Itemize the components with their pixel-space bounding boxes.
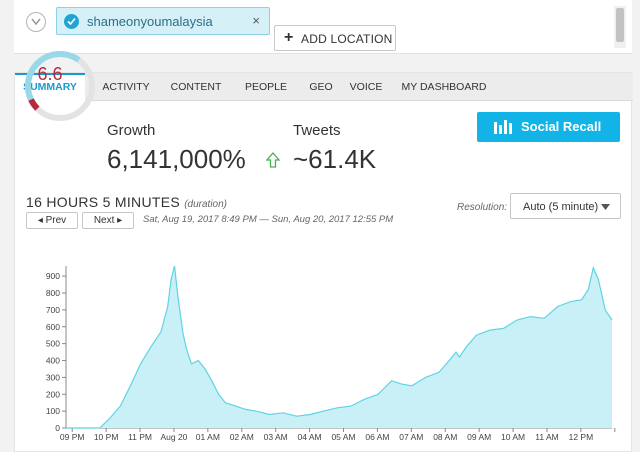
y-tick-label: 800 — [46, 288, 60, 298]
x-tick-label: 12 PM — [569, 432, 594, 442]
x-tick-label: 02 AM — [230, 432, 254, 442]
location-bar: shameonyoumalaysia × + ADD LOCATION — [14, 0, 632, 54]
scrollbar-thumb[interactable] — [616, 8, 624, 42]
remove-chip-icon[interactable]: × — [252, 13, 260, 28]
tab-bar: SUMMARY ACTIVITY CONTENT PEOPLE GEO VOIC… — [15, 73, 633, 101]
growth-label: Growth — [107, 122, 156, 139]
x-tick-label: 11 AM — [535, 432, 558, 442]
x-tick-label: 09 PM — [60, 432, 85, 442]
chevron-down-icon — [31, 18, 41, 26]
growth-value: 6,141,000% — [107, 144, 246, 174]
x-tick-label: 10 PM — [94, 432, 119, 442]
y-axis: 0 100 200 300 400 500 600 700 800 900 — [46, 266, 67, 433]
duration-tag: (duration) — [184, 199, 228, 210]
tab-activity[interactable]: ACTIVITY — [102, 81, 150, 93]
check-circle-icon — [64, 14, 79, 29]
y-tick-label: 300 — [46, 372, 60, 382]
x-tick-label: 07 AM — [399, 432, 423, 442]
tweet-volume-chart: 0 100 200 300 400 500 600 700 800 900 09 PM 10 PM 1… — [46, 265, 616, 442]
next-button[interactable]: Next ▸ — [82, 212, 134, 229]
collapse-toggle-button[interactable] — [26, 12, 46, 32]
prev-button[interactable]: ◂ Prev — [26, 212, 78, 229]
social-recall-button[interactable]: Social Recall — [477, 112, 620, 142]
volume-line — [66, 265, 613, 429]
resolution-label: Resolution: — [457, 202, 508, 213]
add-location-label: ADD LOCATION — [301, 32, 393, 46]
y-tick-label: 500 — [46, 339, 60, 349]
plus-icon: + — [284, 29, 294, 46]
date-range: Sat, Aug 19, 2017 8:49 PM — Sun, Aug 20,… — [143, 214, 394, 225]
y-tick-label: 900 — [46, 271, 60, 281]
gauge-value: 6.6 — [37, 64, 63, 84]
x-tick-label: 06 AM — [365, 432, 389, 442]
tweets-value: ~61.4K — [293, 144, 377, 174]
duration-text: 16 HOURS 5 MINUTES (duration) — [26, 194, 227, 210]
y-tick-label: 400 — [46, 356, 60, 366]
tab-my-dashboard[interactable]: MY DASHBOARD — [401, 81, 487, 93]
x-tick-label: 03 AM — [264, 432, 288, 442]
tab-people[interactable]: PEOPLE — [244, 81, 288, 93]
social-recall-label: Social Recall — [521, 119, 602, 134]
caret-down-icon — [601, 204, 610, 210]
volume-area — [66, 266, 612, 428]
tab-geo[interactable]: GEO — [309, 81, 333, 93]
bar-chart-icon — [494, 120, 512, 134]
score-gauge — [25, 51, 95, 121]
location-chip-label: shameonyoumalaysia — [87, 14, 213, 29]
x-axis: 09 PM 10 PM 11 PM Aug 20 01 AM 02 AM 03 AM 04 A… — [60, 427, 616, 442]
tab-content[interactable]: CONTENT — [170, 81, 222, 93]
x-tick-label: Aug 20 — [160, 432, 187, 442]
y-tick-label: 700 — [46, 305, 60, 315]
y-tick-label: 600 — [46, 322, 60, 332]
x-tick-label: 01 AM — [196, 432, 220, 442]
gauge-accent-arc — [25, 51, 81, 101]
x-tick-label: 11 PM — [128, 432, 152, 442]
y-tick-label: 100 — [46, 406, 60, 416]
x-tick-label: 04 AM — [298, 432, 322, 442]
duration-value: 16 HOURS 5 MINUTES — [26, 194, 180, 210]
tweets-label: Tweets — [293, 122, 341, 139]
x-tick-label: 08 AM — [433, 432, 457, 442]
resolution-select[interactable]: Auto (5 minute) — [510, 193, 621, 219]
tab-voice[interactable]: VOICE — [349, 81, 383, 93]
add-location-button[interactable]: + ADD LOCATION — [274, 25, 396, 51]
location-chip[interactable]: shameonyoumalaysia × — [56, 7, 270, 35]
x-tick-label: 10 AM — [501, 432, 525, 442]
resolution-value: Auto (5 minute) — [523, 201, 599, 213]
gauge-arc — [28, 98, 40, 111]
y-tick-label: 0 — [55, 423, 60, 433]
x-tick-label: 05 AM — [331, 432, 355, 442]
y-tick-label: 200 — [46, 389, 60, 399]
arrow-up-icon — [266, 152, 280, 168]
x-tick-label: 09 AM — [467, 432, 491, 442]
